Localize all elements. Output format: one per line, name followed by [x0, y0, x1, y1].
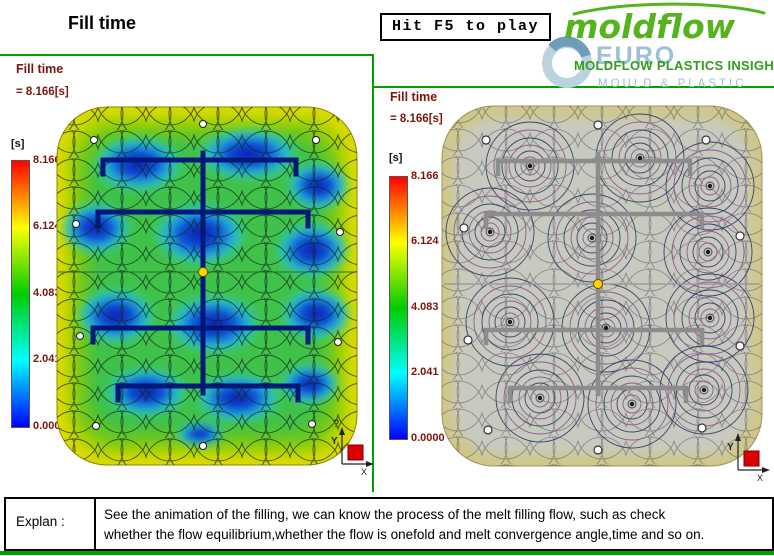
- gate-points: [487, 155, 713, 407]
- panel-title-right: Fill time: [390, 90, 438, 104]
- legend-tick: 8.166: [411, 170, 439, 182]
- mesh-scale-pattern: [57, 107, 357, 465]
- logo-script-text: moldflow: [564, 7, 736, 46]
- axis-origin-marker: [743, 450, 760, 467]
- axis-triad-right: Y X: [727, 433, 770, 482]
- runner-system: [483, 151, 705, 404]
- explanation-line-1: See the animation of the filling, we can…: [104, 507, 666, 522]
- watermark-word: EURO: [596, 42, 676, 70]
- legend-tick: 2.041: [411, 366, 439, 378]
- axis-triad-left: ? Y X: [331, 418, 374, 476]
- logo-swoosh-icon: [572, 2, 766, 16]
- axis-y-label: Y: [727, 442, 734, 453]
- boss-holes: [72, 120, 344, 450]
- legend-tick: 0.0000: [411, 432, 445, 444]
- x-axis-arrow-icon: [762, 467, 770, 473]
- legend-tick: 6.124: [33, 220, 61, 232]
- injection-node: [593, 279, 603, 289]
- runner-system: [90, 150, 311, 403]
- injection-node: [198, 267, 208, 277]
- moldflow-logo: moldflow: [558, 0, 772, 48]
- y-axis-arrow-icon: [735, 433, 741, 441]
- legend-bar-right: [389, 176, 408, 440]
- panel-title-left: Fill time: [16, 62, 64, 76]
- bottom-border: [0, 551, 774, 555]
- watermark-tagline: MOULD & PLASTIC: [598, 78, 747, 90]
- explanation-text: See the animation of the filling, we can…: [96, 499, 772, 549]
- legend-tick: 4.083: [33, 287, 61, 299]
- axis-y-label: Y: [331, 436, 338, 447]
- legend-unit-right: [s]: [389, 152, 403, 164]
- fill-plot-contour[interactable]: [434, 100, 770, 476]
- boss-holes: [459, 120, 745, 455]
- logo-subtitle: MOLDFLOW PLASTICS INSIGHT: [574, 58, 774, 73]
- explanation-box: Explan : See the animation of the fillin…: [4, 497, 774, 551]
- axis-x-label: X: [361, 467, 367, 476]
- legend-tick: 6.124: [411, 235, 439, 247]
- legend-bar-left: [11, 160, 30, 428]
- legend-unit-left: [s]: [11, 138, 25, 150]
- panel-value-right: = 8.166[s]: [390, 113, 443, 125]
- y-axis-arrow-icon: [339, 427, 345, 435]
- axis-x-label: X: [757, 473, 763, 482]
- mesh-scale-pattern: [442, 106, 762, 466]
- euro-swirl-icon: [542, 36, 592, 88]
- fill-plot-shaded[interactable]: [50, 102, 364, 474]
- header-divider-left: [0, 54, 374, 56]
- panel-divider: [372, 54, 374, 492]
- legend-tick: 2.041: [33, 353, 61, 365]
- explanation-label: Explan :: [6, 499, 96, 549]
- axis-origin-marker: [347, 444, 364, 461]
- axis-mark: ?: [333, 418, 339, 430]
- legend-tick: 4.083: [411, 301, 439, 313]
- euro-watermark: EURO MOULD & PLASTIC: [540, 32, 772, 96]
- legend-tick: 8.166: [33, 154, 61, 166]
- explanation-line-2: whether the flow equilibrium,whether the…: [104, 526, 705, 542]
- panel-value-left: = 8.166[s]: [16, 86, 69, 98]
- play-hint: Hit F5 to play: [380, 13, 552, 41]
- page-title: Fill time: [68, 13, 137, 33]
- x-axis-arrow-icon: [366, 461, 374, 467]
